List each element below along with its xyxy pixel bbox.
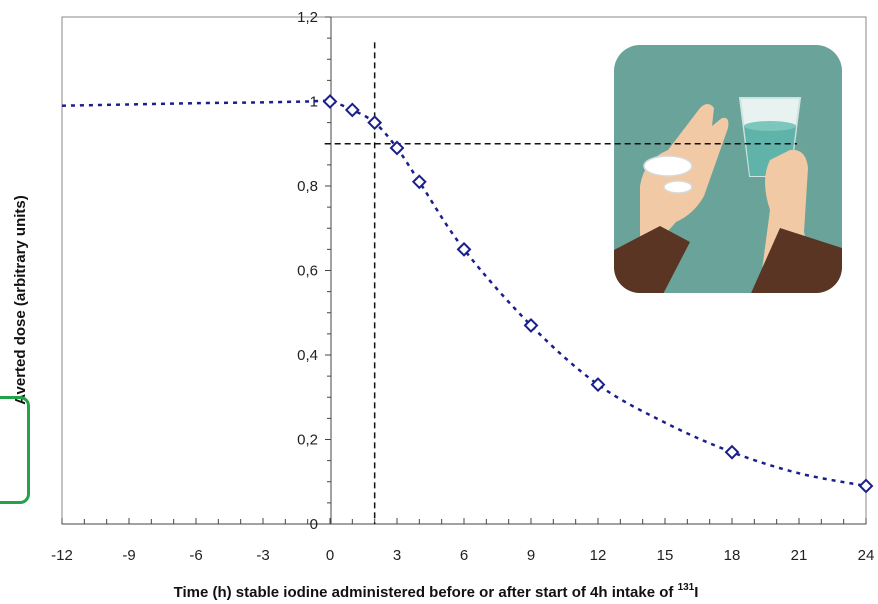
highlight-box bbox=[0, 396, 30, 504]
y-tick-label: 0,4 bbox=[297, 347, 318, 364]
y-axis-title: Averted dose (arbitrary units) bbox=[12, 195, 29, 405]
data-point-marker bbox=[389, 140, 405, 156]
data-point-marker bbox=[411, 174, 427, 190]
y-tick-label: 0,2 bbox=[297, 432, 318, 449]
y-tick-labels: 0 0,2 0,4 0,6 0,8 1 1,2 bbox=[297, 9, 318, 533]
x-tick-label: 9 bbox=[527, 547, 535, 564]
data-markers bbox=[322, 94, 874, 494]
x-tick-label: 24 bbox=[858, 547, 875, 564]
x-axis-title: Time (h) stable iodine administered befo… bbox=[174, 582, 699, 601]
x-axis-title-main: Time (h) stable iodine administered befo… bbox=[174, 584, 675, 601]
x-tick-labels: -12 -9 -6 -3 0 3 6 9 12 15 18 21 24 bbox=[51, 547, 874, 564]
data-point-marker bbox=[322, 94, 338, 109]
x-tick-label: 3 bbox=[393, 547, 401, 564]
hand-pills-water-image bbox=[614, 45, 842, 293]
x-tick-label: -9 bbox=[122, 547, 135, 564]
data-point-marker bbox=[344, 102, 360, 118]
x-tick-label: -6 bbox=[189, 547, 202, 564]
x-tick-label: -3 bbox=[256, 547, 269, 564]
data-point-marker bbox=[456, 241, 472, 257]
data-point-marker bbox=[724, 444, 740, 460]
x-tick-marks bbox=[61, 518, 867, 524]
data-point-marker bbox=[523, 318, 539, 333]
x-axis-title-suffix: I bbox=[694, 584, 698, 601]
y-tick-label: 0 bbox=[310, 516, 318, 533]
x-axis-title-superscript: 131 bbox=[678, 582, 695, 593]
y-tick-label: 0,6 bbox=[297, 263, 318, 280]
x-tick-label: 6 bbox=[460, 547, 468, 564]
data-point-marker bbox=[858, 478, 874, 494]
data-point-marker bbox=[367, 115, 383, 131]
x-tick-label: 15 bbox=[657, 547, 674, 564]
y-tick-label: 1 bbox=[310, 94, 318, 111]
fit-line bbox=[61, 99, 867, 488]
x-tick-label: -12 bbox=[51, 547, 73, 564]
data-point-marker bbox=[590, 377, 606, 392]
y-tick-label: 0,8 bbox=[297, 178, 318, 195]
x-tick-label: 21 bbox=[791, 547, 808, 564]
x-tick-label: 0 bbox=[326, 547, 334, 564]
y-tick-label: 1,2 bbox=[297, 9, 318, 26]
x-tick-label: 12 bbox=[590, 547, 607, 564]
x-tick-label: 18 bbox=[724, 547, 741, 564]
